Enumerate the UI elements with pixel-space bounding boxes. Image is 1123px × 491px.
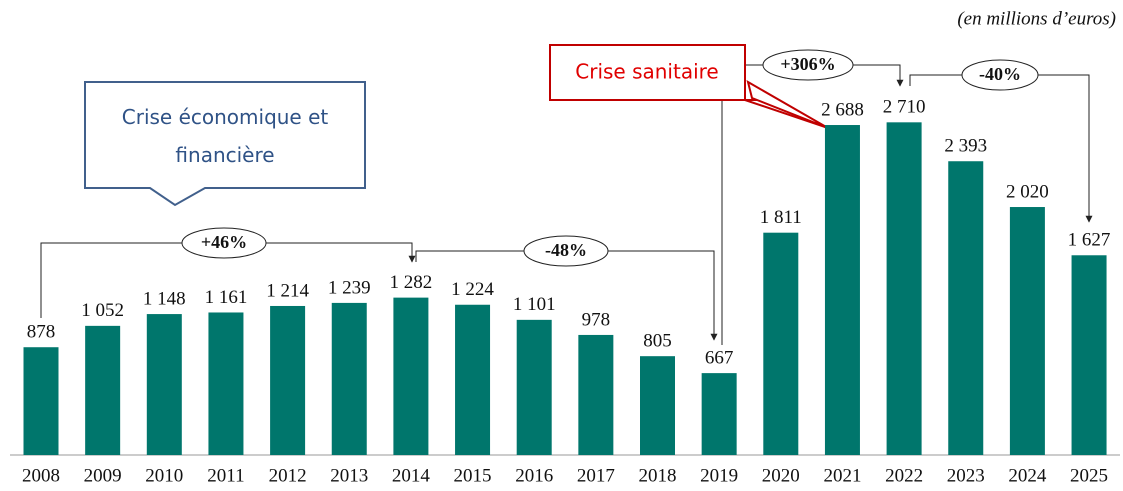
value-label: 1 161	[205, 287, 248, 308]
bar	[455, 304, 491, 455]
bar	[640, 356, 675, 455]
callout-text: Crise sanitaire	[575, 60, 718, 84]
value-label: 1 052	[81, 300, 124, 321]
value-label: 805	[643, 331, 672, 352]
value-label: 2 393	[944, 136, 987, 157]
bar	[270, 305, 306, 455]
x-tick-label: 2016	[515, 465, 553, 486]
value-label: 978	[582, 309, 611, 330]
x-tick-label: 2017	[577, 465, 615, 486]
x-tick-label: 2015	[454, 465, 492, 486]
bar	[331, 302, 367, 455]
value-label: 1 627	[1068, 230, 1111, 251]
callout-text: Crise économique et financière	[122, 105, 329, 167]
value-label: 2 710	[883, 97, 926, 118]
bar	[701, 373, 737, 455]
bar	[1071, 255, 1107, 455]
bar	[763, 232, 799, 455]
change-label: +306%	[780, 54, 835, 74]
change-label: -48%	[545, 240, 587, 260]
value-label: 2 020	[1006, 181, 1049, 202]
bar	[824, 125, 860, 455]
bar	[948, 161, 984, 455]
x-tick-label: 2023	[947, 465, 985, 486]
value-label: 1 282	[390, 272, 433, 293]
change-label: +46%	[201, 232, 247, 252]
change-label: -40%	[979, 64, 1021, 84]
value-label: 1 101	[513, 294, 556, 315]
bar	[393, 297, 429, 455]
unit-note: (en millions d’euros)	[957, 8, 1116, 29]
x-tick-label: 2008	[22, 465, 60, 486]
bar	[85, 325, 121, 455]
badge	[181, 227, 267, 259]
value-label: 1 239	[328, 277, 371, 298]
bar	[23, 347, 59, 455]
x-tick-label: 2021	[823, 465, 861, 486]
x-tick-label: 2024	[1008, 465, 1047, 486]
value-label: 1 148	[143, 288, 186, 309]
badge	[762, 49, 854, 81]
badge	[961, 59, 1039, 91]
x-tick-label: 2012	[269, 465, 307, 486]
value-label: 1 811	[760, 207, 802, 228]
x-tick-label: 2019	[700, 465, 738, 486]
bar	[208, 312, 244, 455]
bar	[516, 319, 552, 455]
value-label: 667	[705, 347, 734, 368]
x-tick-label: 2018	[639, 465, 677, 486]
x-tick-label: 2013	[330, 465, 368, 486]
callout-pointer	[746, 79, 829, 129]
value-label: 1 224	[451, 279, 494, 300]
bar	[578, 334, 614, 455]
value-label: 2 688	[821, 99, 864, 120]
badge	[523, 235, 609, 267]
x-tick-label: 2009	[84, 465, 122, 486]
x-tick-label: 2022	[885, 465, 923, 486]
x-tick-label: 2011	[207, 465, 244, 486]
bracket	[909, 74, 1093, 223]
bar	[1009, 207, 1045, 455]
bar	[886, 122, 922, 456]
bar	[146, 314, 182, 455]
x-tick-label: 2025	[1070, 465, 1108, 486]
x-tick-label: 2010	[145, 465, 183, 486]
value-label: 878	[27, 322, 56, 343]
x-tick-label: 2020	[762, 465, 800, 486]
value-label: 1 214	[266, 280, 309, 301]
callout	[84, 81, 366, 207]
x-tick-label: 2014	[392, 465, 431, 486]
